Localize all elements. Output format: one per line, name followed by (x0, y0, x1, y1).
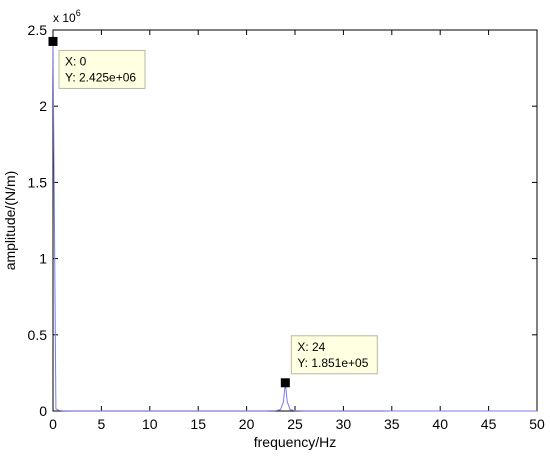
datatip-marker (280, 378, 290, 388)
y-axis-exponent: x 106 (53, 8, 81, 25)
datatip-x-text: X: 24 (297, 340, 325, 354)
datatip-box (58, 49, 146, 89)
x-tick-label: 30 (336, 416, 352, 432)
y-tick-label: 0.5 (28, 327, 48, 343)
x-tick-label: 35 (384, 416, 400, 432)
x-tick-label: 10 (142, 416, 158, 432)
x-axis-ticks: 0 5 10 15 20 25 30 35 40 45 50 (49, 30, 545, 432)
y-tick-label: 0 (39, 403, 47, 419)
x-tick-label: 5 (98, 416, 106, 432)
y-axis-title: amplitude/(N/m) (2, 171, 18, 271)
datatip-x-text: X: 0 (65, 54, 87, 68)
datatip-box (290, 335, 378, 375)
datatip-marker (48, 36, 58, 46)
x-tick-label: 45 (481, 416, 497, 432)
y-exponent-base: x 10 (53, 11, 76, 25)
y-exponent-power: 6 (76, 8, 81, 18)
y-axis-ticks: 0 0.5 1 1.5 2 2.5 (28, 22, 537, 419)
x-tick-label: 50 (529, 416, 545, 432)
x-axis-title: frequency/Hz (254, 434, 336, 450)
x-tick-label: 40 (432, 416, 448, 432)
x-tick-label: 0 (49, 416, 57, 432)
datatips-group: X: 0 Y: 2.425e+06 X: 24 Y: 1.851e+05 (48, 36, 378, 388)
y-tick-label: 1 (39, 251, 47, 267)
series-line (52, 41, 537, 412)
datatip-y-text: Y: 2.425e+06 (65, 70, 136, 84)
y-tick-label: 2.5 (28, 22, 48, 38)
x-tick-label: 25 (287, 416, 303, 432)
y-tick-label: 2 (39, 98, 47, 114)
y-tick-label: 1.5 (28, 174, 48, 190)
datatip-y-text: Y: 1.851e+05 (297, 356, 368, 370)
x-tick-label: 15 (190, 416, 206, 432)
x-tick-label: 20 (239, 416, 255, 432)
series-group (52, 41, 537, 412)
